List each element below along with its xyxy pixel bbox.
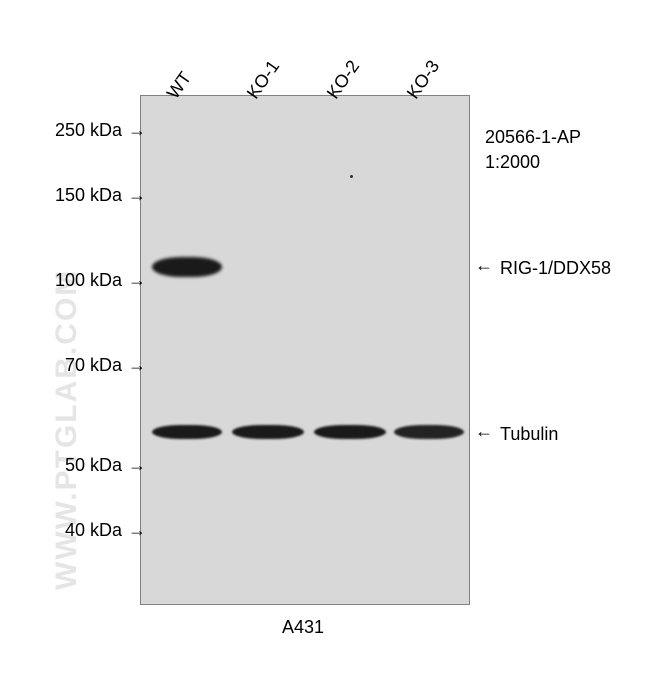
mw-label-50: 50 kDa (52, 455, 122, 476)
antibody-dilution: 1:2000 (485, 150, 581, 175)
mw-arrow-icon: → (128, 270, 146, 291)
band-label-tubulin: Tubulin (500, 424, 558, 445)
artifact-dot (350, 175, 353, 178)
antibody-catalog: 20566-1-AP (485, 125, 581, 150)
arrow-left-icon: ← (475, 255, 493, 276)
band-tubulin-ko3 (394, 425, 464, 439)
blot-membrane (140, 95, 470, 605)
watermark-text: WWW.PTGLAB.COM (50, 269, 84, 590)
band-label-rig1: RIG-1/DDX58 (500, 258, 611, 279)
mw-label-40: 40 kDa (52, 520, 122, 541)
mw-label-250: 250 kDa (42, 120, 122, 141)
mw-arrow-icon: → (128, 120, 146, 141)
band-tubulin-ko1 (232, 425, 304, 439)
mw-arrow-icon: → (128, 355, 146, 376)
mw-arrow-icon: → (128, 185, 146, 206)
mw-label-70: 70 kDa (52, 355, 122, 376)
antibody-info: 20566-1-AP 1:2000 (485, 125, 581, 175)
mw-arrow-icon: → (128, 455, 146, 476)
arrow-left-icon: ← (475, 421, 493, 442)
mw-label-100: 100 kDa (42, 270, 122, 291)
cell-line-label: A431 (282, 617, 324, 638)
band-rig1-wt (152, 257, 222, 277)
mw-label-150: 150 kDa (42, 185, 122, 206)
band-tubulin-ko2 (314, 425, 386, 439)
band-tubulin-wt (152, 425, 222, 439)
mw-arrow-icon: → (128, 520, 146, 541)
